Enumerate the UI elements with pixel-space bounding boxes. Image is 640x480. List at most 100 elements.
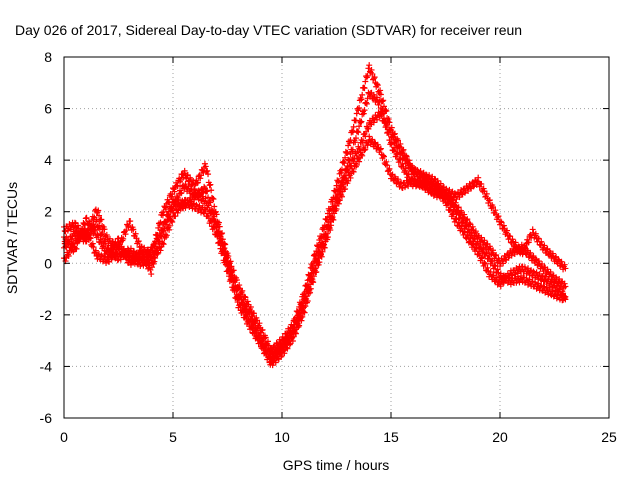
plot-frame [63,56,610,419]
data-point [487,269,494,276]
data-point [262,334,269,341]
data-point [519,251,526,258]
data-point [350,123,357,130]
data-point [443,189,450,196]
data-point [357,119,364,126]
data-point [233,291,240,298]
series-track-1 [61,109,569,361]
data-point [486,197,493,204]
data-point [168,205,175,212]
data-point [182,181,189,188]
data-point [535,258,542,265]
data-point [314,259,321,266]
data-point [98,252,105,259]
data-point [148,254,155,261]
data-point [388,141,395,148]
data-point [160,241,167,248]
data-point [346,157,353,164]
data-point [65,253,72,260]
data-point [70,223,77,230]
data-point [328,214,335,221]
data-point [477,241,484,248]
data-point [391,131,398,138]
data-point [304,277,311,284]
data-point [208,217,215,224]
data-point [205,210,212,217]
x-tick-label: 15 [383,429,399,445]
data-point [472,235,479,242]
data-point [555,256,562,263]
data-point [356,145,363,152]
data-point [250,310,257,317]
chart-title: Day 026 of 2017, Sidereal Day-to-day VTE… [15,22,522,38]
data-point [482,249,489,256]
data-point [318,233,325,240]
data-point [103,231,110,238]
data-point [134,238,141,245]
data-point [486,252,493,259]
data-point [210,196,217,203]
data-point [479,246,486,253]
data-point [113,242,120,249]
data-point [218,236,225,243]
data-point [552,288,559,295]
data-point [87,235,94,242]
data-point [377,87,384,94]
data-point [543,284,550,291]
data-point [437,180,444,187]
data-point [206,182,213,189]
y-tick-label: 4 [44,152,52,168]
data-points [61,62,569,369]
data-point [151,258,158,265]
data-point [244,311,251,318]
data-point [144,246,151,253]
data-point [199,190,206,197]
data-point [326,224,333,231]
data-point [353,152,360,159]
data-point [358,151,365,158]
data-point [155,224,162,231]
data-point [362,146,369,153]
data-point [543,246,550,253]
data-point [244,298,251,305]
data-point [353,110,360,117]
data-point [91,228,98,235]
data-point [150,242,157,249]
data-point [300,304,307,311]
data-point [465,226,472,233]
data-point [365,125,372,132]
data-point [295,317,302,324]
y-tick-label: 2 [44,204,52,220]
data-point [301,309,308,316]
data-point [110,246,117,253]
data-point [376,98,383,105]
data-point [466,220,473,227]
data-point [132,230,139,237]
data-point [344,149,351,156]
data-point [515,243,522,250]
data-point [315,255,322,262]
data-point [227,258,234,265]
data-point [92,226,99,233]
data-point [207,218,214,225]
data-point [95,232,102,239]
data-point [294,320,301,327]
data-point [352,117,359,124]
data-point [561,295,568,302]
data-point [205,171,212,178]
data-point [335,200,342,207]
data-point [202,206,209,213]
data-point [391,130,398,137]
data-point [205,194,212,201]
data-point [117,238,124,245]
data-point [549,250,556,257]
data-point [216,223,223,230]
data-point [166,226,173,233]
data-point [556,275,563,282]
data-point [362,78,369,85]
data-point [456,194,463,201]
data-point [385,129,392,136]
data-point [127,245,134,252]
data-point [306,286,313,293]
data-point [500,260,507,267]
